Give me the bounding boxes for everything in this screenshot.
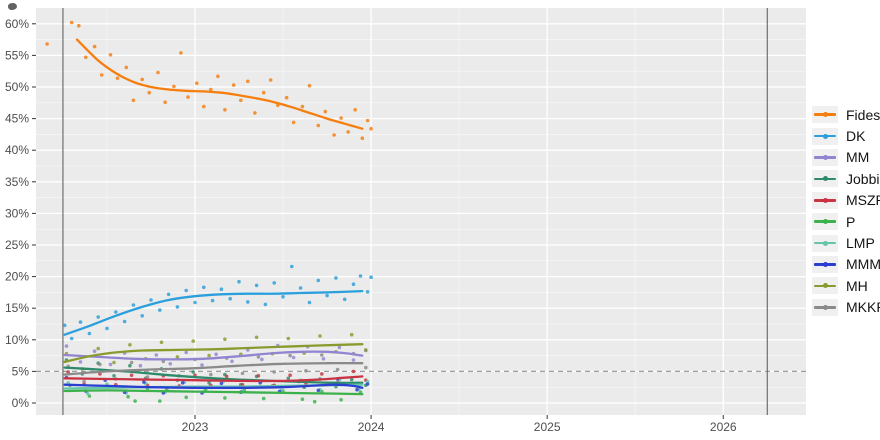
trend-line-mm — [63, 350, 364, 361]
legend-item-mkkp: MKKP — [812, 297, 880, 318]
trend-line-p — [63, 389, 364, 396]
legend-label: Fidesz — [846, 106, 880, 123]
x-tick-label-2024: 2024 — [358, 420, 385, 434]
legend-label: MM — [846, 149, 870, 166]
legend-item-dk: DK — [812, 125, 880, 146]
y-tick-label-0%: 0% — [12, 396, 30, 410]
grid-major — [36, 8, 806, 415]
legend-item-fidesz: Fidesz — [812, 104, 880, 125]
trend-line-mszp — [63, 375, 364, 383]
scatter-dk — [62, 264, 373, 341]
tick-marks — [32, 23, 724, 419]
legend-item-mh: MH — [812, 275, 880, 296]
legend-label: Jobbik — [846, 170, 880, 187]
grid-minor — [36, 8, 806, 415]
trend-line-dk — [63, 289, 364, 336]
legend-item-lmp: LMP — [812, 232, 880, 253]
legend-label: MKKP — [846, 299, 880, 316]
y-tick-label-5%: 5% — [12, 364, 30, 378]
legend-key-icon-mmm — [812, 255, 838, 273]
x-tick-label-2025: 2025 — [534, 420, 561, 434]
y-tick-label-20%: 20% — [5, 270, 29, 284]
tick-labels: 2023 2024 2025 2026 0% 5% 10% 15% 20% 25% 30% 35% 40… — [5, 17, 737, 434]
legend-key-icon-mh — [812, 277, 838, 295]
legend-key-icon-lmp — [812, 234, 838, 252]
y-tick-label-50%: 50% — [5, 80, 29, 94]
y-tick-label-45%: 45% — [5, 112, 29, 126]
legend-key-icon-p — [812, 213, 838, 231]
y-tick-label-25%: 25% — [5, 238, 29, 252]
scatter-fidesz — [45, 20, 373, 140]
y-tick-label-40%: 40% — [5, 143, 29, 157]
y-tick-label-10%: 10% — [5, 333, 29, 347]
legend-key-icon-fidesz — [812, 106, 838, 124]
y-tick-label-15%: 15% — [5, 301, 29, 315]
legend-key-icon-mm — [812, 148, 838, 166]
legend-key-icon-jobbik — [812, 170, 838, 188]
y-tick-label-35%: 35% — [5, 175, 29, 189]
plot-panel — [36, 8, 806, 415]
legend-label: DK — [846, 128, 866, 145]
legend-label: P — [846, 213, 856, 230]
trend-line-mmm — [63, 383, 364, 390]
legend-key-icon-mszp — [812, 191, 838, 209]
legend-key-icon-dk — [812, 127, 838, 145]
y-tick-label-30%: 30% — [5, 206, 29, 220]
legend-label: MH — [846, 277, 868, 294]
trend-line-mh — [63, 343, 364, 364]
legend-item-mmm: MMM — [812, 254, 880, 275]
legend-item-jobbik: Jobbik — [812, 168, 880, 189]
legend-item-p: P — [812, 211, 880, 232]
legend-label: MMM — [846, 256, 880, 273]
y-tick-label-60%: 60% — [5, 17, 29, 31]
trend-line-fidesz — [75, 38, 364, 130]
legend-label: LMP — [846, 235, 875, 252]
legend-item-mm: MM — [812, 147, 880, 168]
x-tick-label-2026: 2026 — [710, 420, 737, 434]
y-tick-label-55%: 55% — [5, 48, 29, 62]
legend-key-icon-mkkp — [812, 298, 838, 316]
x-tick-label-2023: 2023 — [182, 420, 209, 434]
trend-line-mkkp — [63, 362, 364, 376]
